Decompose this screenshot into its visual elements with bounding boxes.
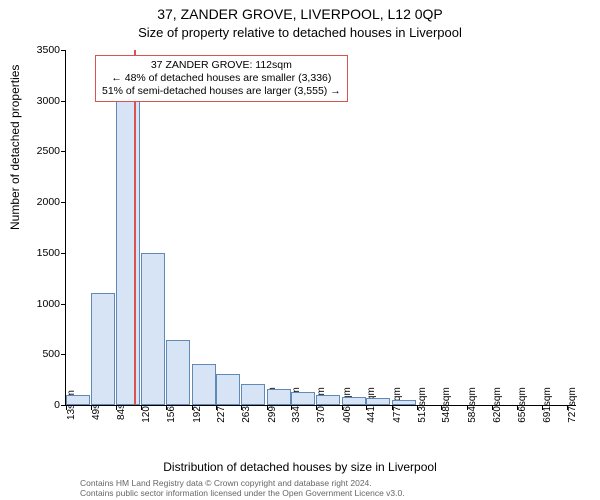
histogram-bar [316,395,340,405]
histogram-bar [342,397,366,405]
annotation-line3: 51% of semi-detached houses are larger (… [102,85,341,98]
histogram-bar [166,340,190,405]
x-tick-label: 513sqm [417,387,423,423]
chart-title: 37, ZANDER GROVE, LIVERPOOL, L12 0QP [0,6,600,22]
y-tick-mark [61,202,66,203]
x-tick-label: 584sqm [467,387,473,423]
y-tick-label: 2500 [28,145,60,157]
x-tick-label: 727sqm [567,387,573,423]
histogram-bar [291,392,315,405]
histogram-bar [366,398,390,405]
y-tick-label: 3500 [28,44,60,56]
histogram-bar [91,293,115,405]
y-tick-mark [61,354,66,355]
annotation-line2: ← 48% of detached houses are smaller (3,… [102,72,341,85]
histogram-bar [66,395,90,405]
y-tick-label: 1000 [28,298,60,310]
x-tick-label: 441sqm [366,387,372,423]
x-tick-label: 656sqm [517,387,523,423]
chart-subtitle: Size of property relative to detached ho… [0,25,600,40]
y-tick-label: 0 [28,399,60,411]
credit-line-2: Contains public sector information licen… [80,488,405,498]
annotation-line1: 37 ZANDER GROVE: 112sqm [102,59,341,72]
histogram-bar [141,253,165,405]
y-tick-mark [61,50,66,51]
y-tick-mark [61,253,66,254]
y-tick-mark [61,304,66,305]
property-marker-line [134,50,136,405]
plot-area: 13sqm49sqm84sqm120sqm156sqm192sqm227sqm2… [65,50,576,406]
y-tick-label: 500 [28,348,60,360]
y-tick-mark [61,101,66,102]
histogram-bar [216,374,240,405]
x-tick-label: 370sqm [316,387,322,423]
x-tick-label: 548sqm [441,387,447,423]
x-tick-label: 620sqm [492,387,498,423]
y-tick-label: 1500 [28,247,60,259]
x-axis-label: Distribution of detached houses by size … [0,460,600,474]
histogram-bar [192,364,216,405]
y-tick-label: 3000 [28,95,60,107]
histogram-bar [392,400,416,405]
y-axis-label: Number of detached properties [8,65,22,230]
x-tick-label: 406sqm [342,387,348,423]
histogram-bar [241,384,265,405]
credit-line-1: Contains HM Land Registry data © Crown c… [80,478,372,488]
histogram-bar [267,389,291,405]
x-tick-label: 477sqm [392,387,398,423]
y-tick-label: 2000 [28,196,60,208]
annotation-callout: 37 ZANDER GROVE: 112sqm ← 48% of detache… [95,55,348,102]
y-tick-mark [61,151,66,152]
x-tick-label: 691sqm [542,387,548,423]
